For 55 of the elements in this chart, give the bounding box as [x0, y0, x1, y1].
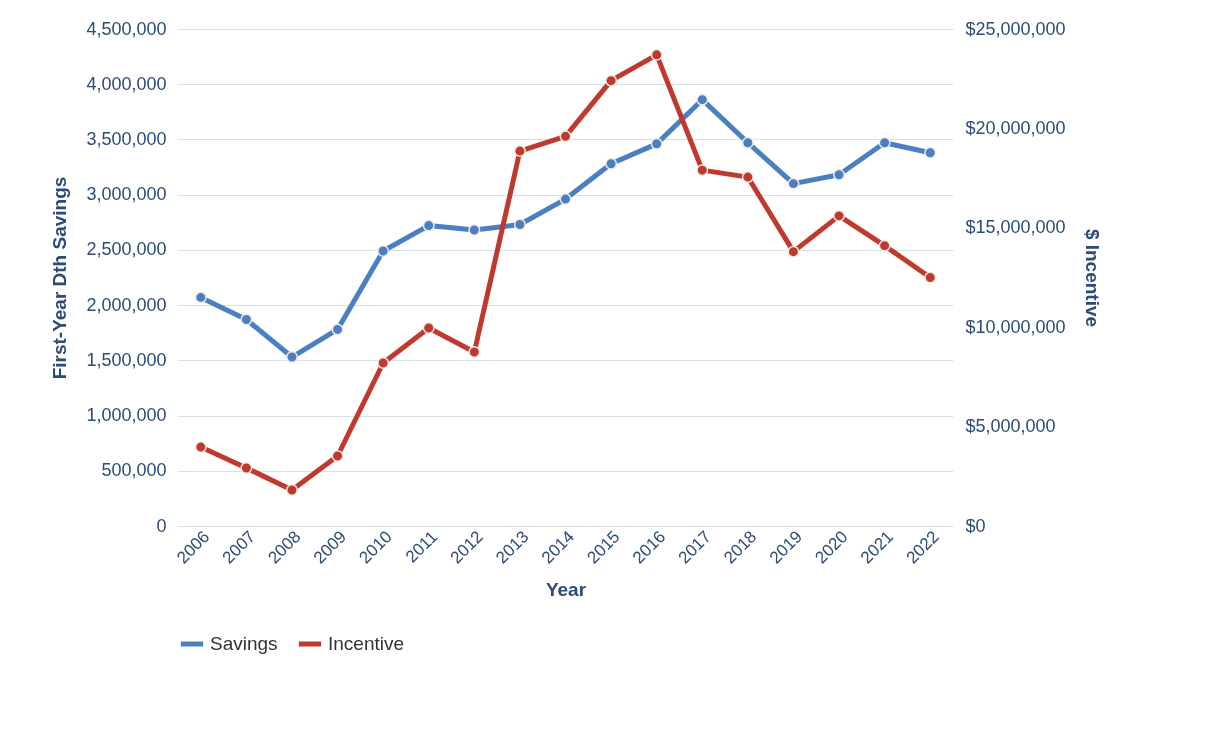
y-tick-label: 1,000,000: [86, 405, 167, 426]
point: [468, 346, 481, 359]
y-tick-label: 500,000: [101, 460, 167, 481]
point: [240, 313, 253, 326]
legend-label: Savings: [210, 633, 278, 654]
y-tick-label: 4,500,000: [86, 18, 167, 39]
point: [513, 145, 526, 158]
point: [194, 291, 207, 304]
point: [194, 441, 207, 454]
point: [650, 48, 663, 61]
point: [240, 461, 253, 474]
y-tick-label: 0: [156, 515, 167, 536]
point: [605, 157, 618, 170]
point: [377, 357, 390, 369]
point: [833, 209, 846, 222]
y-axis-title: First-Year Dth Savings: [49, 176, 71, 380]
point: [741, 136, 754, 149]
point: [513, 218, 526, 231]
point: [422, 322, 435, 334]
point: [924, 146, 937, 159]
y-tick-label: 2,000,000: [86, 294, 167, 315]
point: [924, 271, 937, 284]
point: [285, 484, 298, 496]
point: [787, 177, 800, 190]
point: [331, 323, 344, 336]
y2-tick-label: $10,000,000: [965, 316, 1066, 337]
point: [422, 219, 435, 232]
point: [468, 224, 481, 236]
point: [878, 239, 891, 252]
point: [559, 130, 572, 143]
y2-axis-title: $ Incentive: [1081, 228, 1103, 328]
point: [833, 168, 846, 181]
point: [696, 93, 709, 106]
y2-tick-label: $0: [965, 515, 986, 536]
point: [741, 171, 754, 184]
y-tick-label: 4,000,000: [86, 73, 167, 94]
y2-tick-label: $15,000,000: [965, 217, 1066, 238]
y-tick-label: 1,500,000: [86, 349, 167, 370]
point: [605, 74, 618, 87]
point: [285, 351, 298, 363]
y-tick-label: 3,000,000: [86, 184, 167, 205]
legend-label: Incentive: [328, 633, 405, 654]
point: [787, 245, 800, 258]
point: [377, 245, 390, 257]
point: [331, 450, 344, 463]
y2-tick-label: $5,000,000: [965, 416, 1056, 437]
x-axis-title: Year: [545, 578, 587, 600]
point: [878, 136, 891, 149]
y-tick-label: 3,500,000: [86, 128, 167, 149]
y2-tick-label: $25,000,000: [965, 18, 1066, 39]
y2-tick-label: $20,000,000: [965, 117, 1066, 138]
point: [650, 137, 663, 150]
y-tick-label: 2,500,000: [86, 239, 167, 260]
point: [696, 164, 709, 177]
point: [559, 193, 572, 206]
